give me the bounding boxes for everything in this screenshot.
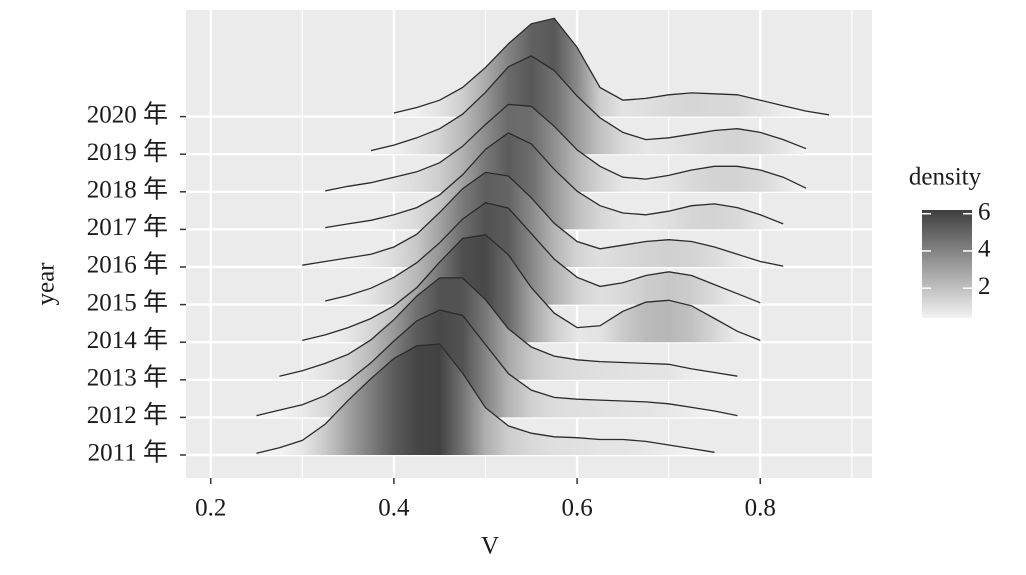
ridge-line: [370, 55, 807, 152]
x-tick-label: 0.8: [745, 495, 776, 522]
ridge-line: [256, 309, 738, 417]
x-axis-title: V: [481, 533, 499, 560]
x-tick-label: 0.6: [561, 495, 592, 522]
ridge-fill: [325, 104, 807, 192]
y-tick-label: 2015 年: [87, 288, 168, 316]
ridge-line: [302, 234, 761, 342]
y-tick-label: 2018 年: [87, 176, 168, 204]
ridge-line: [393, 17, 830, 116]
y-tick-label: 2012 年: [87, 401, 168, 429]
colorbar: [922, 210, 972, 318]
legend-label: 4: [978, 236, 991, 263]
legend-label: 6: [978, 198, 991, 225]
ridge-line: [256, 343, 715, 454]
ridge-fill: [302, 172, 784, 267]
y-tick-label: 2013 年: [87, 364, 168, 392]
ridge-line: [325, 103, 807, 192]
x-tick-label: 0.2: [195, 495, 226, 522]
y-tick-label: 2016 年: [87, 251, 168, 279]
ridge-line: [325, 201, 761, 304]
ridge-fill: [325, 132, 784, 230]
ridge-line: [325, 132, 784, 229]
y-tick-label: 2020 年: [87, 100, 168, 128]
ridge-fill: [256, 344, 715, 455]
y-tick-label: 2019 年: [87, 138, 168, 166]
y-tick-label: 2011 年: [88, 439, 168, 467]
y-tick-label: 2017 年: [87, 213, 168, 241]
y-tick-label: 2014 年: [87, 326, 168, 354]
legend-label: 2: [978, 273, 991, 300]
x-tick-label: 0.4: [378, 495, 410, 522]
ridge-line: [302, 171, 784, 267]
y-axis-title: year: [33, 262, 60, 306]
legend-title: density: [909, 164, 982, 191]
ridge-line: [279, 277, 738, 377]
